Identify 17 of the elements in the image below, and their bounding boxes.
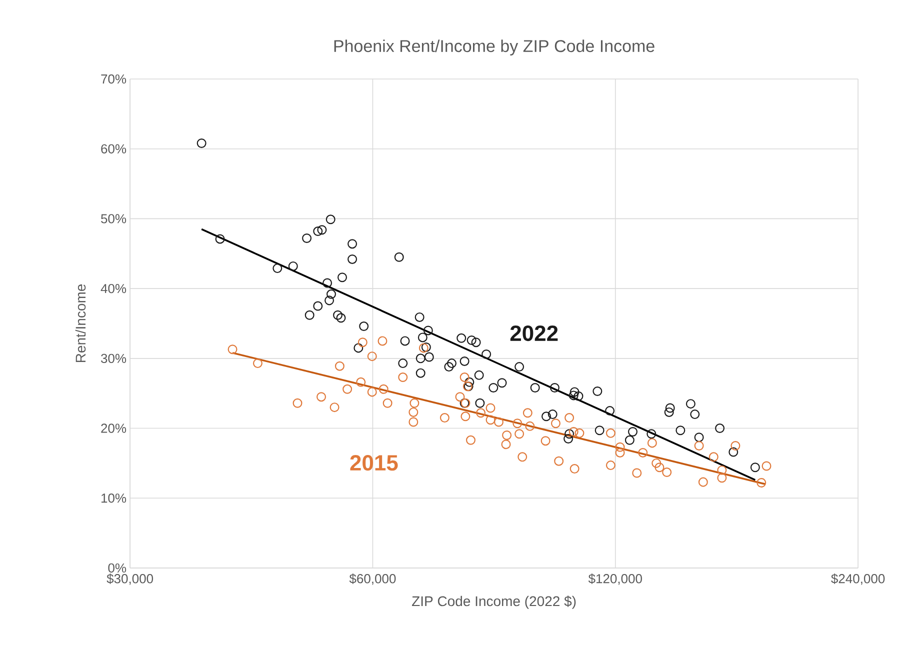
series-label: 2015 (350, 455, 398, 471)
y-tick-label: 0% (108, 563, 126, 573)
x-tick-label: $30,000 (106, 574, 154, 585)
series-label: 2022 (510, 325, 558, 342)
x-tick-label: $240,000 (831, 574, 885, 585)
y-tick-label: 50% (101, 214, 126, 224)
y-tick-label: 10% (101, 494, 126, 503)
x-tick-label: $60,000 (349, 574, 396, 585)
x-tick-label: $120,000 (588, 574, 642, 585)
y-tick-label: 20% (101, 424, 126, 433)
x-axis-title: ZIP Code Income (2022 $) (412, 596, 576, 609)
y-tick-label: 30% (101, 354, 126, 364)
y-tick-label: 70% (101, 74, 126, 84)
chart-title: Phoenix Rent/Income by ZIP Code Income (334, 40, 654, 56)
y-axis-title: Rent/Income (75, 284, 86, 362)
y-tick-label: 60% (101, 144, 126, 154)
y-tick-label: 40% (100, 284, 126, 294)
